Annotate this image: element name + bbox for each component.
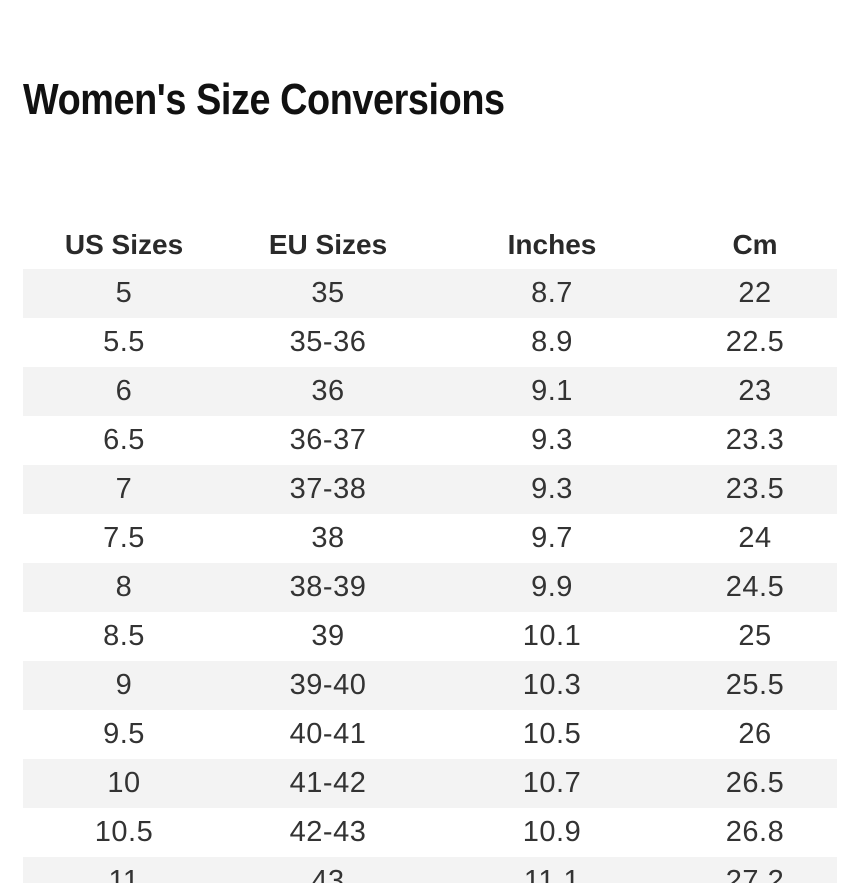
table-row: 10 41-42 10.7 26.5 — [23, 759, 837, 808]
cell-eu-size: 38-39 — [225, 563, 431, 612]
header-inches: Inches — [507, 228, 597, 260]
table-row: 8.5 39 10.1 25 — [23, 612, 837, 661]
cell-inches: 9.3 — [431, 465, 673, 514]
cell-us-size: 7 — [23, 465, 225, 514]
cell-us-size: 7.5 — [23, 514, 225, 563]
header-eu-sizes: EU Sizes — [268, 228, 388, 260]
table-row: 10.5 42-43 10.9 26.8 — [23, 808, 837, 857]
cell-inches: 9.7 — [431, 514, 673, 563]
cell-eu-size: 40-41 — [225, 710, 431, 759]
cell-cm: 25.5 — [673, 661, 837, 710]
cell-us-size: 9.5 — [23, 710, 225, 759]
cell-cm: 24.5 — [673, 563, 837, 612]
cell-us-size: 10.5 — [23, 808, 225, 857]
header-row: US Sizes EU Sizes Inches Cm — [23, 220, 837, 269]
cell-eu-size: 36 — [225, 367, 431, 416]
table-row: 9.5 40-41 10.5 26 — [23, 710, 837, 759]
cell-inches: 8.9 — [431, 318, 673, 367]
size-conversion-table: US Sizes EU Sizes Inches Cm 5 35 8.7 22 … — [23, 220, 837, 883]
cell-cm: 26.5 — [673, 759, 837, 808]
cell-inches: 9.9 — [431, 563, 673, 612]
cell-inches: 10.3 — [431, 661, 673, 710]
size-conversion-table-container: US Sizes EU Sizes Inches Cm 5 35 8.7 22 … — [23, 220, 837, 883]
table-header: US Sizes EU Sizes Inches Cm — [23, 220, 837, 269]
cell-cm: 25 — [673, 612, 837, 661]
cell-us-size: 5 — [23, 269, 225, 318]
table-row: 8 38-39 9.9 24.5 — [23, 563, 837, 612]
cell-cm: 22 — [673, 269, 837, 318]
cell-cm: 23 — [673, 367, 837, 416]
cell-us-size: 11 — [23, 857, 225, 883]
cell-inches: 9.1 — [431, 367, 673, 416]
cell-eu-size: 38 — [225, 514, 431, 563]
table-row: 7 37-38 9.3 23.5 — [23, 465, 837, 514]
cell-us-size: 8 — [23, 563, 225, 612]
table-row: 5 35 8.7 22 — [23, 269, 837, 318]
cell-cm: 27.2 — [673, 857, 837, 883]
cell-eu-size: 37-38 — [225, 465, 431, 514]
cell-us-size: 8.5 — [23, 612, 225, 661]
cell-eu-size: 39 — [225, 612, 431, 661]
cell-inches: 10.5 — [431, 710, 673, 759]
cell-inches: 10.1 — [431, 612, 673, 661]
table-row: 7.5 38 9.7 24 — [23, 514, 837, 563]
cell-inches: 9.3 — [431, 416, 673, 465]
header-cm: Cm — [732, 228, 778, 260]
header-us-sizes: US Sizes — [64, 228, 184, 260]
cell-eu-size: 42-43 — [225, 808, 431, 857]
cell-us-size: 6.5 — [23, 416, 225, 465]
cell-cm: 26 — [673, 710, 837, 759]
cell-us-size: 10 — [23, 759, 225, 808]
table-row: 6 36 9.1 23 — [23, 367, 837, 416]
cell-eu-size: 43 — [225, 857, 431, 883]
cell-cm: 23.3 — [673, 416, 837, 465]
cell-us-size: 6 — [23, 367, 225, 416]
cell-us-size: 9 — [23, 661, 225, 710]
cell-cm: 22.5 — [673, 318, 837, 367]
cell-cm: 23.5 — [673, 465, 837, 514]
cell-inches: 10.9 — [431, 808, 673, 857]
table-body: 5 35 8.7 22 5.5 35-36 8.9 22.5 6 36 9.1 … — [23, 269, 837, 883]
cell-eu-size: 35-36 — [225, 318, 431, 367]
table-row: 6.5 36-37 9.3 23.3 — [23, 416, 837, 465]
cell-inches: 8.7 — [431, 269, 673, 318]
table-row: 11 43 11.1 27.2 — [23, 857, 837, 883]
table-row: 9 39-40 10.3 25.5 — [23, 661, 837, 710]
table-row: 5.5 35-36 8.9 22.5 — [23, 318, 837, 367]
cell-cm: 24 — [673, 514, 837, 563]
cell-inches: 11.1 — [431, 857, 673, 883]
cell-eu-size: 35 — [225, 269, 431, 318]
cell-eu-size: 36-37 — [225, 416, 431, 465]
cell-eu-size: 39-40 — [225, 661, 431, 710]
cell-eu-size: 41-42 — [225, 759, 431, 808]
page-title: Women's Size Conversions — [23, 75, 505, 124]
cell-cm: 26.8 — [673, 808, 837, 857]
cell-us-size: 5.5 — [23, 318, 225, 367]
cell-inches: 10.7 — [431, 759, 673, 808]
